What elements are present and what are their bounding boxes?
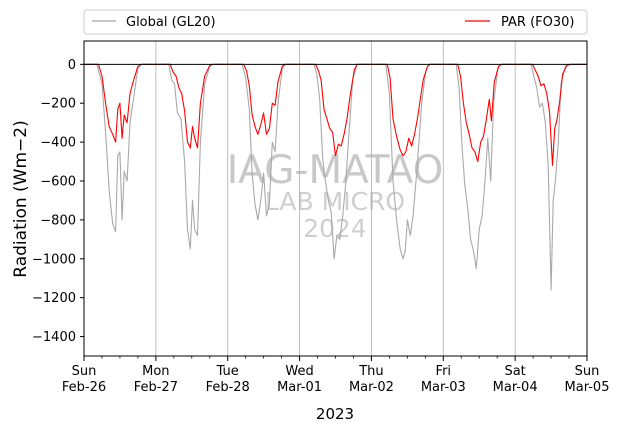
y-axis-label: Radiation (Wm−2) [11,120,31,277]
y-tick-label: −1200 [32,291,76,306]
x-tick-label-day: Thu [358,364,383,379]
x-tick-label-day: Sat [504,364,525,379]
y-tick-label: −600 [40,175,76,190]
x-tick-label-date: Mar-03 [421,380,466,395]
x-axis-label: 2023 [316,405,354,423]
y-tick-label: −1000 [32,252,76,267]
legend-label-global: Global (GL20) [126,15,216,30]
x-tick-label-date: Mar-01 [277,380,322,395]
x-tick-label-date: Mar-05 [565,380,610,395]
legend: Global (GL20) PAR (FO30) [83,9,588,35]
x-tick-label-day: Sun [72,364,97,379]
axes: 0−200−400−600−800−1000−1200−1400SunFeb-2… [32,40,610,395]
x-tick-label-date: Feb-27 [134,380,178,395]
y-tick-label: −800 [40,213,76,228]
x-tick-label-day: Wed [285,364,313,379]
series-line-par [84,63,587,166]
y-tick-label: −400 [40,136,76,151]
x-tick-label-day: Fri [436,364,452,379]
series-line-global [84,63,587,291]
x-tick-label-date: Feb-28 [206,380,250,395]
y-tick-label: −200 [40,97,76,112]
x-tick-label-day: Sun [575,364,600,379]
x-tick-label-date: Feb-26 [62,380,106,395]
watermark-line-3: 2024 [303,214,367,243]
watermark-line-2: LAB MICRO [265,187,405,216]
y-tick-label: 0 [68,58,76,73]
legend-box [83,9,588,35]
legend-label-par: PAR (FO30) [501,15,574,30]
x-tick-label-day: Mon [142,364,169,379]
x-tick-label-date: Mar-02 [349,380,394,395]
x-tick-label-day: Tue [216,364,239,379]
series-layer [84,63,587,291]
x-tick-label-date: Mar-04 [493,380,538,395]
grid [155,41,516,356]
y-tick-label: −1400 [32,330,76,345]
